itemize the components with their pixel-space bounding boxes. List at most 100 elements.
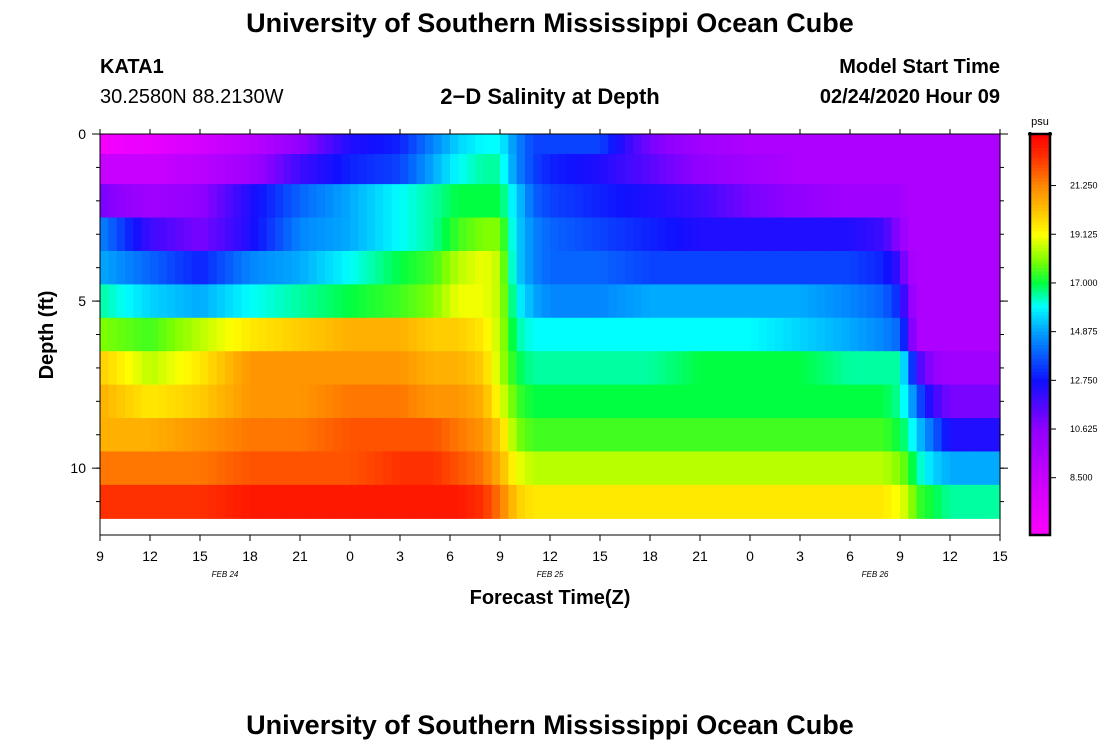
heatmap-cell: [250, 418, 259, 453]
heatmap-cell: [700, 217, 709, 252]
heatmap-cell: [450, 184, 459, 219]
heatmap-cell: [841, 484, 851, 519]
heatmap-cell: [216, 154, 226, 185]
heatmap-cell: [183, 184, 193, 219]
heatmap-cell: [750, 250, 759, 285]
heatmap-cell: [158, 154, 168, 185]
heatmap-cell: [325, 284, 334, 319]
heatmap-cell: [225, 284, 234, 319]
heatmap-cell: [175, 217, 184, 252]
colorbar-segment: [1030, 321, 1050, 326]
heatmap-cell: [358, 250, 368, 285]
heatmap-cell: [941, 351, 951, 386]
heatmap-cell: [566, 217, 576, 252]
heatmap-cell: [566, 184, 576, 219]
heatmap-cell: [683, 351, 693, 386]
colorbar-segment: [1030, 438, 1050, 443]
heatmap-cell: [275, 451, 284, 486]
heatmap-cell: [241, 484, 251, 519]
heatmap-cell: [966, 184, 976, 219]
heatmap-cell: [691, 217, 701, 252]
heatmap-cell: [666, 184, 676, 219]
heatmap-cell: [266, 451, 276, 486]
heatmap-cell: [508, 351, 518, 386]
heatmap-cell: [966, 284, 976, 319]
heatmap-cell: [383, 351, 393, 386]
heatmap-cell: [241, 418, 251, 453]
heatmap-cell: [833, 134, 843, 155]
heatmap-cell: [616, 250, 626, 285]
heatmap-cell: [733, 250, 743, 285]
heatmap-cell: [650, 134, 659, 155]
heatmap-cell: [500, 484, 509, 519]
heatmap-cell: [350, 451, 359, 486]
colorbar-segment: [1030, 167, 1050, 172]
heatmap-cell: [975, 351, 984, 386]
heatmap-cell: [616, 451, 626, 486]
heatmap-cell: [958, 351, 968, 386]
x-tick-label: 9: [96, 548, 104, 564]
heatmap-cell: [416, 134, 426, 155]
heatmap-cell: [633, 250, 643, 285]
heatmap-cell: [641, 384, 651, 419]
y-tick-label: 0: [78, 126, 86, 142]
heatmap-cell: [775, 384, 784, 419]
heatmap-cell: [316, 484, 326, 519]
heatmap-cell: [458, 217, 468, 252]
heatmap-cell: [883, 284, 893, 319]
heatmap-cell: [791, 217, 801, 252]
heatmap-cell: [775, 451, 784, 486]
heatmap-cell: [333, 217, 343, 252]
heatmap-cell: [500, 134, 509, 155]
heatmap-cell: [758, 250, 768, 285]
heatmap-cell: [991, 451, 1001, 486]
heatmap-cell: [691, 284, 701, 319]
heatmap-cell: [166, 154, 176, 185]
heatmap-cell: [466, 217, 476, 252]
heatmap-cell: [816, 384, 826, 419]
heatmap-cell: [433, 418, 443, 453]
heatmap-cell: [600, 284, 609, 319]
heatmap-cell: [933, 484, 943, 519]
heatmap-cell: [325, 384, 334, 419]
heatmap-cell: [900, 284, 909, 319]
heatmap-cell: [483, 217, 493, 252]
heatmap-cell: [750, 284, 759, 319]
heatmap-cell: [958, 184, 968, 219]
heatmap-cell: [233, 134, 243, 155]
heatmap-cell: [708, 384, 718, 419]
heatmap-cell: [416, 184, 426, 219]
heatmap-cell: [966, 451, 976, 486]
heatmap-cell: [258, 250, 268, 285]
heatmap-cell: [883, 451, 893, 486]
colorbar-segment: [1030, 260, 1050, 265]
heatmap-cell: [483, 484, 493, 519]
heatmap-cell: [708, 184, 718, 219]
x-tick-label: 6: [446, 548, 454, 564]
heatmap-cell: [700, 484, 709, 519]
heatmap-cell: [250, 484, 259, 519]
heatmap-cell: [866, 184, 876, 219]
heatmap-cell: [425, 384, 434, 419]
heatmap-cell: [933, 217, 943, 252]
heatmap-cell: [475, 384, 484, 419]
heatmap-cell: [883, 217, 893, 252]
heatmap-cell: [666, 134, 676, 155]
colorbar-segment: [1030, 267, 1050, 272]
heatmap-cell: [150, 217, 159, 252]
heatmap-cell: [966, 384, 976, 419]
date-label: FEB 26: [862, 570, 889, 579]
heatmap-cell: [350, 284, 359, 319]
heatmap-cell: [683, 384, 693, 419]
heatmap-cell: [650, 418, 659, 453]
heatmap-cell: [216, 184, 226, 219]
heatmap-cell: [233, 284, 243, 319]
heatmap-cell: [766, 384, 776, 419]
heatmap-cell: [958, 134, 968, 155]
heatmap-cell: [908, 134, 918, 155]
heatmap-cell: [608, 184, 618, 219]
x-tick-label: 21: [292, 548, 308, 564]
heatmap-cell: [958, 451, 968, 486]
colorbar-segment: [1030, 244, 1050, 249]
heatmap-cell: [116, 184, 126, 219]
